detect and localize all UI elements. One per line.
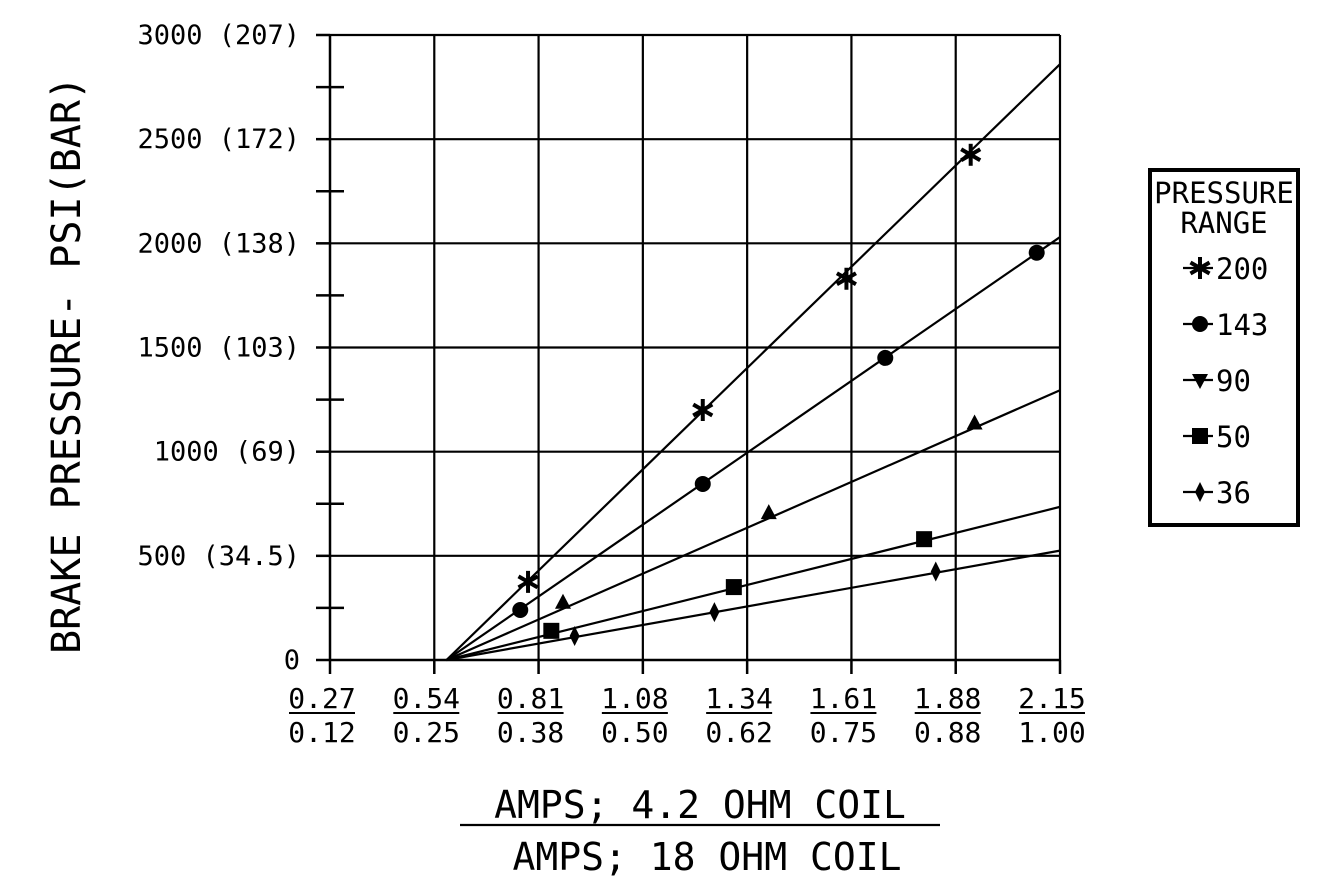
y-tick-label: 500 (34.5) [137, 541, 300, 572]
star-center [966, 150, 975, 159]
data-point-143 [877, 349, 894, 366]
star-center [1196, 264, 1204, 272]
series-90 [446, 389, 1061, 662]
data-point-200 [835, 267, 857, 290]
labels: 0 500 (34.5) 1000 (69) 1500 (103) 2000 (138)… [44, 20, 1086, 879]
data-point-200 [692, 399, 714, 421]
data-point-50 [725, 579, 742, 596]
x-tick-label-top: 0.54 [393, 682, 460, 715]
x-tick-label-top: 0.81 [497, 682, 564, 715]
legend-marker-90 [1192, 374, 1208, 389]
data-point-50 [543, 622, 560, 639]
star-center [698, 406, 707, 414]
series-143 [445, 236, 1061, 661]
data-point-143 [512, 602, 529, 618]
series-line-200 [445, 63, 1061, 661]
legend-marker-143 [1192, 316, 1208, 332]
series-line-143 [445, 236, 1061, 661]
y-tick-label: 3000 (207) [137, 20, 300, 51]
legend-marker-36 [1195, 482, 1205, 502]
x-tick-label-top: 1.61 [810, 682, 877, 715]
y-tick-label: 0 [284, 645, 300, 676]
series-200 [445, 63, 1061, 661]
data-point-50 [916, 531, 933, 548]
legend-item-36: 36 [1183, 476, 1251, 510]
data-point-143 [694, 475, 711, 492]
x-tick-label-bottom: 0.88 [914, 716, 981, 749]
legend-label: 90 [1216, 364, 1251, 398]
star-center [842, 274, 851, 283]
data-point-90 [760, 504, 777, 520]
legend-marker-50 [1192, 428, 1208, 444]
star-center [524, 577, 533, 586]
legend-item-50: 50 [1183, 420, 1251, 454]
data-point-90 [966, 414, 983, 430]
y-tick-label: 2500 (172) [137, 124, 300, 155]
data-point-200 [517, 570, 539, 593]
legend-item-90: 90 [1183, 364, 1251, 398]
legend-box [1148, 168, 1300, 527]
x-tick-label-top: 1.08 [601, 682, 668, 715]
legend-label: 143 [1216, 308, 1268, 342]
x-tick-label-top: 1.88 [914, 682, 981, 715]
y-tick-label: 2000 (138) [137, 228, 300, 259]
x-tick-label-bottom: 0.12 [288, 716, 355, 749]
legend-item-200: 200 [1183, 252, 1268, 286]
x-tick-label-top: 2.15 [1018, 682, 1085, 715]
data-point-36 [930, 561, 941, 582]
data-point-36 [569, 626, 580, 647]
y-tick-label: 1500 (103) [137, 333, 300, 364]
legend-label: 200 [1216, 252, 1268, 286]
x-tick-label-bottom: 0.75 [810, 716, 877, 749]
x-tick-label-bottom: 0.25 [393, 716, 460, 749]
data-point-143 [1028, 244, 1045, 261]
legend-label: 36 [1216, 476, 1251, 510]
x-tick-label-bottom: 0.50 [601, 716, 668, 749]
x-axis-title-bottom: AMPS; 18 OHM COIL [513, 835, 902, 879]
series-36 [446, 549, 1061, 662]
series-line-90 [446, 389, 1061, 662]
data-point-90 [554, 593, 571, 609]
x-tick-label-bottom: 1.00 [1018, 716, 1085, 749]
legend-title-line: PRESSURE [1154, 176, 1294, 210]
x-tick-label-top: 1.34 [705, 682, 772, 715]
axes [316, 33, 1062, 674]
legend-marker-200 [1189, 257, 1211, 279]
legend-title-line: RANGE [1180, 206, 1267, 240]
series-line-36 [446, 549, 1061, 662]
series-50 [446, 505, 1061, 662]
y-axis-title: BRAKE PRESSURE- PSI(BAR) [44, 76, 90, 654]
x-tick-label-bottom: 0.62 [705, 716, 772, 749]
series [445, 63, 1061, 662]
y-tick-label: 1000 (69) [154, 437, 300, 468]
x-tick-label-top: 0.27 [288, 682, 355, 715]
x-tick-label-bottom: 0.38 [497, 716, 564, 749]
x-axis-title-top: AMPS; 4.2 OHM COIL [494, 783, 906, 827]
data-point-36 [709, 602, 720, 623]
data-point-200 [960, 143, 982, 166]
legend-item-143: 143 [1183, 308, 1268, 342]
grid [330, 33, 1062, 660]
legend-label: 50 [1216, 420, 1251, 454]
